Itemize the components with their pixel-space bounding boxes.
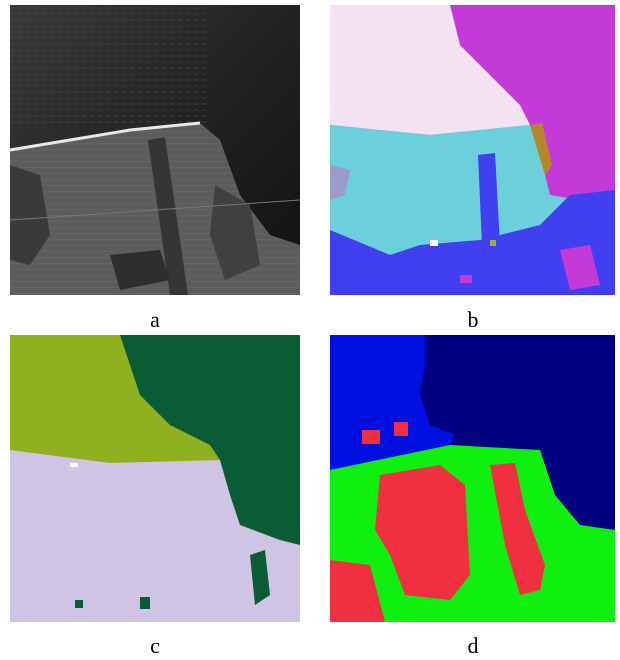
figure: a b c d: [0, 0, 620, 660]
panel-label: c: [150, 633, 160, 658]
panel-d-image: [330, 335, 615, 622]
page: a b c d (() => { const data = JSON.parse…: [0, 0, 620, 660]
panel-label: a: [150, 307, 160, 332]
panel-a-image: [10, 5, 300, 295]
panel-b-image: [330, 5, 615, 295]
panel-label: b: [468, 307, 479, 332]
panel-label: d: [468, 633, 479, 658]
panel-c-image: [10, 335, 300, 622]
